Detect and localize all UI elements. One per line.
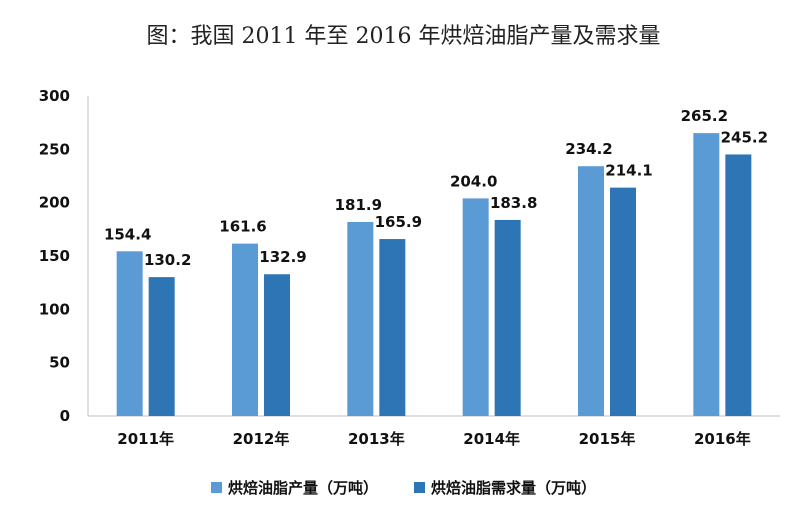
x-tick-label: 2015年 (579, 430, 636, 448)
bar-2015年-series-1 (610, 187, 636, 416)
bar-2012年-series-1 (264, 274, 290, 416)
data-label: 154.4 (104, 225, 151, 243)
data-label: 132.9 (259, 248, 306, 266)
bar-2011年-series-0 (116, 251, 143, 416)
data-label: 204.0 (450, 172, 497, 190)
x-tick-label: 2014年 (463, 430, 520, 448)
bar-2011年-series-1 (148, 277, 175, 416)
bars (116, 133, 752, 416)
y-tick-label: 150 (39, 247, 70, 265)
y-tick-label: 50 (49, 354, 70, 372)
legend: 烘焙油脂产量（万吨） 烘焙油脂需求量（万吨） (0, 477, 807, 498)
axes: 0 50 100 150 200 250 300 2011年 2012年 2013年 2014年 20… (39, 87, 780, 448)
x-tick-label: 2011年 (117, 430, 174, 448)
data-label: 234.2 (565, 140, 612, 158)
x-tick-label: 2013年 (348, 430, 405, 448)
bar-2014年-series-1 (494, 219, 521, 416)
bar-2013年-series-0 (347, 221, 374, 416)
bar-2013年-series-1 (379, 239, 406, 416)
bar-2014年-series-0 (462, 198, 489, 416)
x-tick-label: 2016年 (694, 430, 751, 448)
y-tick-label: 200 (39, 194, 70, 212)
legend-item-production: 烘焙油脂产量（万吨） (210, 477, 378, 498)
data-label: 183.8 (490, 194, 537, 212)
data-label: 181.9 (335, 196, 382, 214)
bar-2015年-series-0 (578, 166, 604, 416)
data-label: 214.1 (605, 162, 652, 180)
legend-item-demand: 烘焙油脂需求量（万吨） (414, 477, 596, 498)
y-tick-label: 100 (39, 300, 70, 318)
bar-2016年-series-1 (725, 154, 752, 416)
y-tick-label: 0 (60, 407, 70, 425)
chart-title: 图：我国 2011 年至 2016 年烘焙油脂产量及需求量 (146, 24, 661, 49)
data-label: 161.6 (219, 218, 266, 236)
y-tick-label: 300 (39, 87, 70, 105)
data-label: 265.2 (681, 107, 728, 125)
x-tick-label: 2012年 (233, 430, 290, 448)
data-label: 165.9 (375, 213, 422, 231)
legend-swatch-demand (414, 482, 425, 493)
bar-2016年-series-0 (693, 133, 720, 416)
data-label: 130.2 (144, 251, 191, 269)
legend-label-demand: 烘焙油脂需求量（万吨） (431, 479, 597, 497)
legend-swatch-production (210, 482, 222, 493)
legend-label-production: 烘焙油脂产量（万吨） (227, 479, 378, 497)
y-tick-label: 250 (39, 140, 70, 158)
data-label: 245.2 (721, 128, 768, 146)
bar-2012年-series-0 (232, 243, 258, 416)
